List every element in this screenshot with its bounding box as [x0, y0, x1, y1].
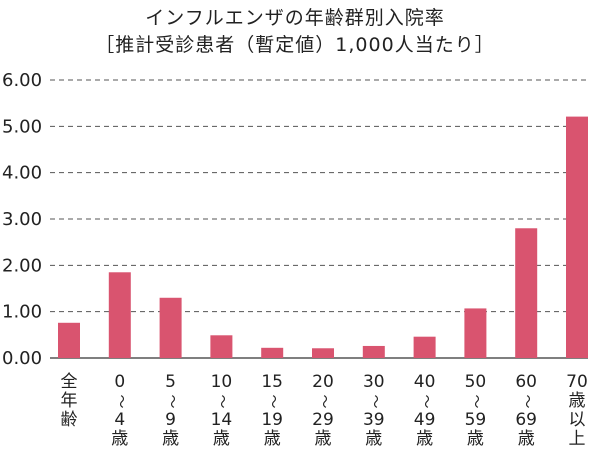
- x-tick-label-part: 4: [114, 410, 126, 430]
- x-tick-label-part: 以: [568, 410, 586, 430]
- x-tick-label: 70 歳以上: [557, 373, 590, 449]
- x-tick-label-part: 10: [210, 372, 233, 392]
- x-tick-label: 60 〜 69 歳: [506, 373, 546, 449]
- x-tick-label: 20 〜 29 歳: [303, 373, 343, 449]
- x-tick-label: 40 〜 49 歳: [405, 373, 445, 449]
- bar: [413, 336, 436, 358]
- x-tick-label-part: 全: [60, 372, 78, 392]
- x-tick-label-part: 〜: [213, 394, 230, 409]
- x-tick-label-part: 15: [261, 372, 283, 392]
- x-tick-label-part: 9: [165, 410, 176, 430]
- bar: [159, 297, 182, 358]
- x-tick-label-part: 70: [566, 372, 588, 392]
- bar: [58, 322, 80, 358]
- x-tick-label-part: 〜: [163, 394, 180, 409]
- x-tick-label: 5 〜 9 歳: [151, 373, 191, 449]
- bar: [261, 347, 284, 358]
- bar: [312, 348, 334, 358]
- x-tick-label-part: 〜: [518, 394, 535, 409]
- y-tick-label: 5.00: [2, 116, 42, 137]
- bar: [515, 228, 538, 358]
- bar: [210, 335, 233, 358]
- x-tick-label: 15 〜 19 歳: [252, 373, 292, 449]
- x-tick-label: 全年齢: [49, 373, 89, 430]
- x-tick-label: 10 〜 14 歳: [201, 373, 241, 449]
- y-tick-label: 2.00: [2, 255, 42, 276]
- x-tick-label-part: 歳: [212, 429, 230, 449]
- x-tick-label: 30 〜 39 歳: [354, 373, 394, 449]
- x-tick-label-part: 59: [464, 410, 487, 430]
- x-tick-label-part: 〜: [417, 394, 434, 409]
- x-tick-label-part: 5: [165, 372, 176, 392]
- x-tick-label-part: 14: [210, 410, 233, 430]
- x-tick-label-part: 歳: [365, 429, 383, 449]
- y-tick-label: 4.00: [2, 163, 42, 184]
- x-tick-label-part: 歳: [517, 429, 535, 449]
- x-tick-label-part: 歳: [162, 429, 180, 449]
- x-tick-label-part: 〜: [315, 394, 332, 409]
- x-tick-label-part: 30: [362, 372, 385, 392]
- x-tick-label-part: 49: [413, 410, 436, 430]
- x-tick-label-part: 0: [114, 372, 126, 392]
- chart-subtitle: ［推計受診患者（暫定値）1,000人当たり］: [95, 34, 495, 56]
- x-tick-label: 50 〜 59 歳: [455, 373, 495, 449]
- x-tick-label-part: 39: [362, 410, 385, 430]
- x-tick-label-part: 69: [515, 410, 537, 430]
- x-tick-label-part: 〜: [366, 394, 383, 409]
- x-tick-label-part: 上: [568, 429, 586, 449]
- y-tick-label: 1.00: [2, 302, 42, 323]
- x-tick-label-part: 29: [312, 410, 334, 430]
- bar: [566, 116, 588, 358]
- x-tick-label-part: 50: [464, 372, 487, 392]
- x-tick-label-part: 〜: [112, 394, 129, 409]
- bar: [464, 308, 487, 358]
- bar: [362, 345, 385, 358]
- x-tick-label-part: 〜: [467, 394, 484, 409]
- x-tick-label-part: 60: [515, 372, 537, 392]
- x-tick-label-part: 歳: [466, 429, 484, 449]
- x-tick-label-part: 歳: [314, 429, 332, 449]
- x-tick-label-part: 〜: [264, 394, 281, 409]
- y-tick-label: 6.00: [2, 70, 42, 91]
- y-tick-label: 3.00: [2, 209, 42, 230]
- x-tick-label-part: 歳: [111, 429, 129, 449]
- x-tick-label-part: 歳: [568, 391, 586, 411]
- x-tick-label-part: 歳: [416, 429, 434, 449]
- x-tick-label-part: 年: [60, 391, 78, 411]
- chart-title: インフルエンザの年齢群別入院率: [145, 7, 445, 29]
- x-tick-label: 0 〜 4 歳: [100, 373, 140, 449]
- x-tick-label-part: 齢: [60, 410, 78, 430]
- x-tick-label-part: 20: [312, 372, 334, 392]
- x-tick-label-part: 歳: [263, 429, 281, 449]
- y-tick-label: 0.00: [2, 348, 42, 369]
- bar: [108, 272, 131, 358]
- x-tick-label-part: 40: [413, 372, 436, 392]
- x-tick-label-part: 19: [261, 410, 283, 430]
